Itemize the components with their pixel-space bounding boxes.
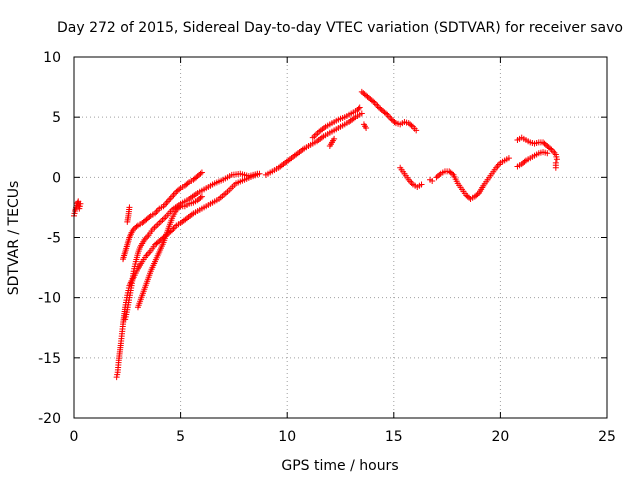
- data-point: [77, 200, 84, 207]
- data-point: [355, 105, 362, 112]
- series-arc-h: [309, 104, 363, 141]
- x-tick-label: 10: [278, 429, 296, 445]
- series-arc-j: [358, 88, 420, 134]
- y-tick-label: -10: [38, 291, 61, 307]
- x-tick-label: 20: [491, 429, 509, 445]
- data-point: [126, 204, 133, 211]
- data-point: [418, 181, 425, 188]
- data-point: [547, 145, 554, 152]
- data-point: [449, 170, 456, 177]
- series-arc-g: [262, 110, 365, 178]
- data-point: [553, 156, 560, 163]
- x-tick-label: 25: [598, 429, 616, 445]
- series-arc-f: [134, 193, 205, 311]
- data-point: [552, 159, 559, 166]
- data-point: [133, 223, 140, 230]
- data-point: [198, 193, 205, 200]
- data-point: [413, 127, 420, 134]
- series-arc-i: [326, 135, 338, 150]
- data-point: [198, 169, 205, 176]
- chart-title: Day 272 of 2015, Sidereal Day-to-day VTE…: [57, 20, 623, 36]
- series-arc-q: [552, 159, 559, 171]
- data-point: [474, 191, 481, 198]
- y-tick-label: 10: [43, 50, 61, 66]
- data-point: [436, 171, 443, 178]
- series-arc-n: [433, 155, 512, 202]
- data-point: [176, 186, 183, 193]
- series-arc-c: [122, 170, 261, 323]
- data-point: [167, 228, 174, 235]
- x-tick-label: 0: [70, 429, 79, 445]
- x-tick-label: 15: [385, 429, 403, 445]
- axis-ticks: 0 5 10 15 20 25 -20 -15 -10 -5 0 5 10: [38, 50, 616, 445]
- data-point: [176, 204, 183, 211]
- data-point: [363, 124, 370, 131]
- data-point: [408, 122, 415, 129]
- y-axis-label: SDTVAR / TECUs: [6, 181, 22, 296]
- data-point: [356, 104, 363, 111]
- series-arc-d: [120, 169, 205, 263]
- series-arc-k: [360, 121, 370, 131]
- y-tick-label: -5: [47, 231, 61, 247]
- x-axis-label: GPS time / hours: [281, 458, 398, 474]
- series-arc-p: [514, 149, 551, 170]
- series-arc-e: [124, 204, 133, 225]
- series-arc-o: [514, 134, 560, 163]
- data-point: [146, 214, 153, 221]
- data-point: [505, 155, 512, 162]
- data-point: [254, 170, 261, 177]
- y-tick-label: -15: [38, 351, 61, 367]
- data-point: [391, 118, 398, 125]
- data-point: [197, 194, 204, 201]
- data-point: [370, 98, 377, 105]
- x-tick-label: 5: [176, 429, 185, 445]
- series-arc-m: [427, 176, 436, 184]
- y-tick-label: -20: [38, 411, 61, 427]
- data-point: [197, 170, 204, 177]
- data-point: [382, 110, 389, 117]
- data-point: [521, 158, 528, 165]
- data-point: [184, 180, 191, 187]
- y-tick-label: 5: [52, 110, 61, 126]
- data-point: [74, 199, 81, 206]
- data-point: [331, 135, 338, 142]
- data-point: [544, 150, 551, 157]
- data-points: [71, 88, 560, 381]
- series-arc-l: [397, 164, 425, 190]
- data-point: [358, 110, 365, 117]
- data-point: [429, 177, 436, 184]
- y-tick-label: 0: [52, 170, 61, 186]
